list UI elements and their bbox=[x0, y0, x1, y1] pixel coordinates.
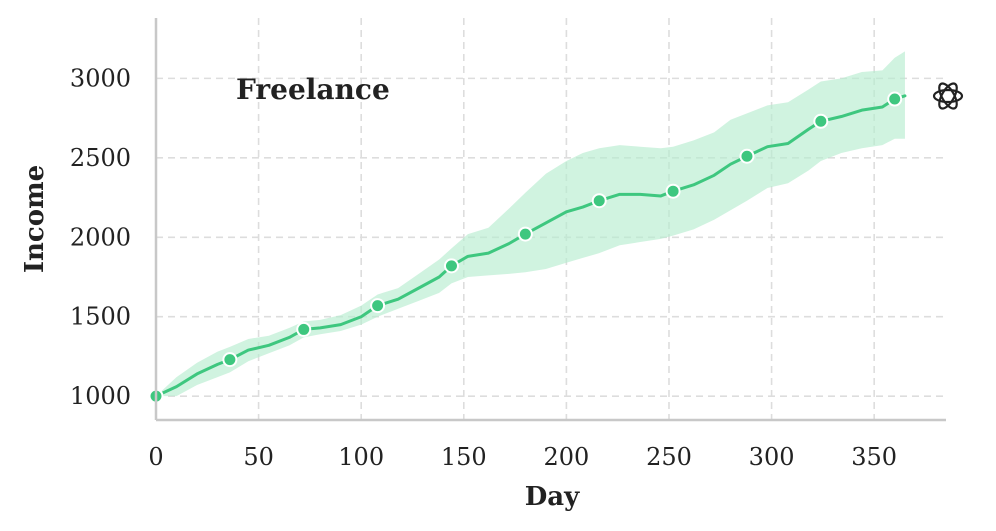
data-point bbox=[813, 113, 829, 129]
x-tick-label: 350 bbox=[851, 443, 897, 471]
series-line bbox=[154, 94, 907, 398]
y-tick-label: 3000 bbox=[70, 64, 131, 92]
y-tick-label: 2500 bbox=[70, 144, 131, 172]
x-tick-label: 200 bbox=[543, 443, 589, 471]
data-point bbox=[370, 298, 386, 314]
x-tick-label: 50 bbox=[243, 443, 274, 471]
y-tick-label: 1000 bbox=[70, 382, 131, 410]
data-point bbox=[739, 148, 755, 164]
y-tick-label: 2000 bbox=[70, 223, 131, 251]
axes bbox=[154, 18, 946, 422]
openai-logo-icon bbox=[932, 82, 964, 110]
confidence-band bbox=[156, 51, 905, 397]
x-tick-label: 250 bbox=[646, 443, 692, 471]
x-tick-label: 100 bbox=[338, 443, 384, 471]
x-axis-title: Day bbox=[525, 482, 580, 512]
series-markers bbox=[148, 91, 903, 404]
data-point bbox=[517, 226, 533, 242]
data-point bbox=[887, 91, 903, 107]
chart-title: Freelance bbox=[236, 73, 390, 106]
tick-labels: 0 50 100 150 200 250 300 350 1000 1500 2000 2500 300… bbox=[70, 64, 897, 471]
data-point bbox=[296, 321, 312, 337]
x-tick-label: 300 bbox=[749, 443, 795, 471]
x-tick-label: 0 bbox=[148, 443, 163, 471]
data-point bbox=[665, 183, 681, 199]
y-axis-title: Income bbox=[20, 165, 50, 273]
data-point bbox=[443, 258, 459, 274]
y-tick-label: 1500 bbox=[70, 303, 131, 331]
x-tick-label: 150 bbox=[441, 443, 487, 471]
data-point bbox=[591, 193, 607, 209]
data-point bbox=[222, 352, 238, 368]
